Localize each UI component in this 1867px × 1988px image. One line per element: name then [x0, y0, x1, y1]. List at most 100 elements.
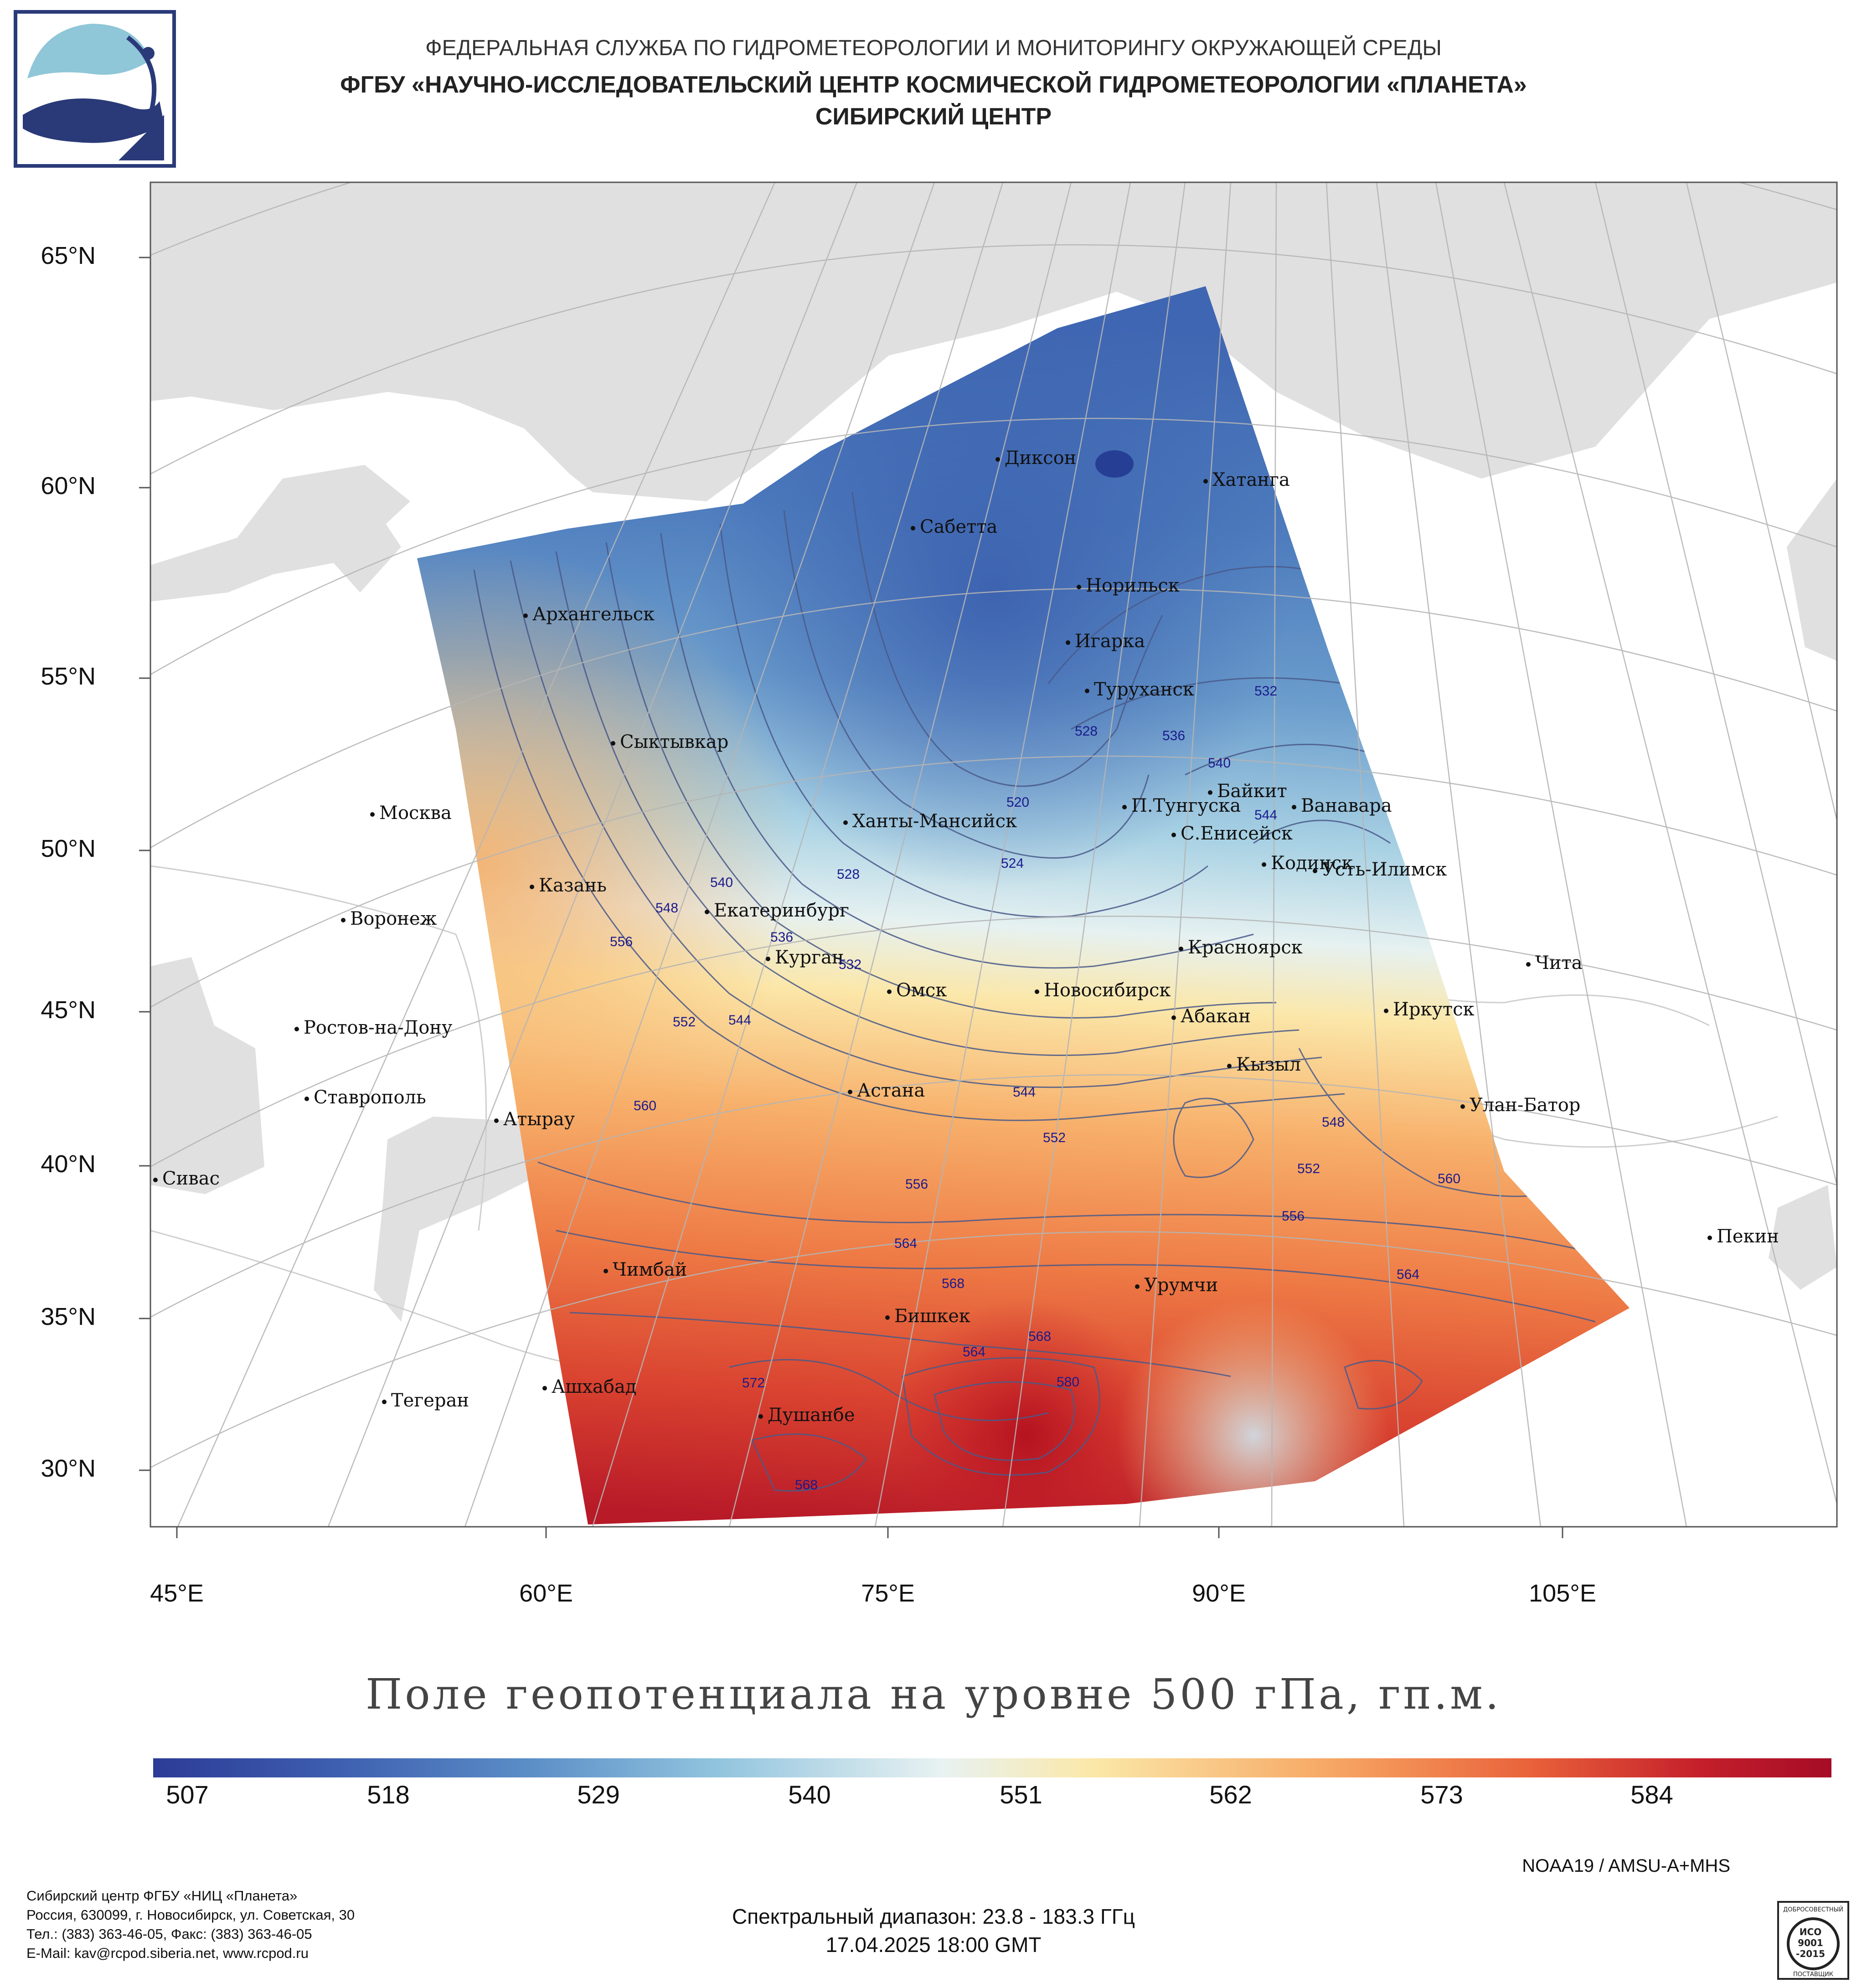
- lat-label: 65°N: [41, 242, 96, 269]
- lon-label: 105°E: [1529, 1580, 1596, 1607]
- contour-label: 524: [1001, 856, 1024, 871]
- contour-label: 556: [905, 1177, 928, 1192]
- lat-label: 40°N: [41, 1150, 96, 1178]
- city-label: Омск: [887, 980, 947, 1001]
- contour-label: 568: [1028, 1329, 1052, 1344]
- contour-label: 580: [1057, 1375, 1080, 1390]
- geopotential-map: [139, 181, 1838, 1538]
- city-label: Кызыл: [1227, 1054, 1301, 1075]
- iso-badge-line3: -2015: [1796, 1948, 1825, 1959]
- contour-label: 536: [770, 930, 794, 945]
- lat-label: 35°N: [41, 1303, 96, 1330]
- city-label: Тегеран: [382, 1390, 469, 1411]
- contour-label: 548: [1322, 1115, 1345, 1130]
- city-label: Диксон: [995, 448, 1076, 469]
- city-label: Иркутск: [1384, 999, 1475, 1020]
- contour-label: 552: [673, 1015, 696, 1030]
- colorbar-tick: 540: [788, 1780, 831, 1809]
- contour-label: 532: [1254, 684, 1278, 699]
- footer-address: Россия, 630099, г. Новосибирск, ул. Сове…: [26, 1907, 355, 1923]
- city-label: Сабетта: [911, 516, 997, 537]
- city-label: Туруханск: [1085, 679, 1194, 700]
- city-label: Ставрополь: [304, 1087, 426, 1108]
- contour-label: 564: [894, 1236, 918, 1251]
- lon-label: 60°E: [519, 1580, 573, 1607]
- map-title: Поле геопотенциала на уровне 500 гПа, гп…: [366, 1670, 1501, 1719]
- colorbar-tick: 507: [166, 1780, 209, 1809]
- footer-email: E-Mail: kav@rcpod.siberia.net, www.rcpod…: [26, 1945, 309, 1961]
- colorbar-tick: 573: [1420, 1780, 1463, 1809]
- lon-label: 75°E: [861, 1580, 915, 1607]
- city-label: Урумчи: [1135, 1275, 1218, 1296]
- city-label: Воронеж: [341, 908, 437, 929]
- city-label: Москва: [370, 803, 452, 824]
- city-label: Абакан: [1171, 1006, 1251, 1027]
- city-label: Игарка: [1066, 631, 1145, 652]
- colorbar-tick: 562: [1209, 1780, 1252, 1809]
- city-label: Кодинск: [1262, 853, 1353, 874]
- contour-label: 528: [837, 867, 860, 882]
- contour-label: 564: [1397, 1267, 1420, 1282]
- city-label: Архангельск: [523, 604, 655, 625]
- city-label: Сыктывкар: [611, 731, 728, 752]
- city-label: Сивас: [153, 1168, 220, 1189]
- city-label: Бишкек: [885, 1306, 970, 1327]
- contour-label: 556: [610, 934, 633, 949]
- city-label: Усть-Илимск: [1313, 859, 1447, 880]
- contour-label: 544: [1254, 808, 1278, 823]
- city-label: Ростов-на-Дону: [294, 1017, 452, 1038]
- footer-phone: Тел.: (383) 363-46-05, Факс: (383) 363-4…: [26, 1926, 312, 1942]
- city-label: Ванавара: [1292, 795, 1392, 816]
- city-label: Пекин: [1707, 1226, 1779, 1247]
- iso-badge-line2: 9001: [1798, 1937, 1823, 1948]
- iso-badge-bottom: ПОСТАВЩИК: [1793, 1971, 1833, 1978]
- lat-label: 45°N: [41, 996, 96, 1024]
- contour-label: 540: [1208, 756, 1231, 771]
- planeta-logo: [14, 10, 176, 168]
- lat-label: 55°N: [41, 663, 96, 690]
- colorbar: [153, 1758, 1831, 1777]
- colorbar-tick: 518: [367, 1780, 410, 1809]
- contour-label: 560: [634, 1098, 657, 1113]
- city-label: Астана: [848, 1080, 925, 1101]
- contour-label: 552: [1297, 1161, 1320, 1176]
- city-label: Екатеринбург: [705, 900, 849, 921]
- iso-certification-badge: ДОБРОСОВЕСТНЫЙ ИСО 9001 -2015 ПОСТАВЩИК: [1777, 1901, 1849, 1980]
- city-label: Чита: [1526, 953, 1583, 973]
- iso-badge-line1: ИСО: [1800, 1926, 1821, 1937]
- city-label: Атырау: [494, 1109, 575, 1130]
- city-label: Казань: [530, 875, 607, 896]
- contour-label: 520: [1006, 795, 1030, 810]
- city-label: П.Тунгуска: [1122, 795, 1241, 816]
- contour-label: 568: [942, 1276, 965, 1291]
- lon-label: 90°E: [1192, 1580, 1246, 1607]
- city-label: Ханты-Мансийск: [843, 811, 1017, 832]
- contour-label: 552: [1043, 1130, 1066, 1145]
- contour-label: 560: [1438, 1171, 1461, 1186]
- contour-label: 572: [742, 1375, 765, 1391]
- city-label: Ашхабад: [542, 1376, 636, 1397]
- city-label: Норильск: [1077, 575, 1180, 596]
- lat-label: 50°N: [41, 835, 96, 862]
- city-label: С.Енисейск: [1171, 823, 1293, 844]
- lat-label: 30°N: [41, 1455, 96, 1482]
- satellite-info: NOAA19 / AMSU-A+MHS: [1522, 1856, 1730, 1876]
- city-label: Душанбе: [758, 1405, 855, 1426]
- contour-label: 536: [1162, 728, 1186, 743]
- city-label: Байкит: [1208, 781, 1287, 802]
- header-branch: СИБИРСКИЙ ЦЕНТР: [815, 103, 1052, 130]
- contour-label: 568: [795, 1478, 818, 1493]
- city-label: Красноярск: [1179, 937, 1303, 958]
- header-center: ФГБУ «НАУЧНО-ИССЛЕДОВАТЕЛЬСКИЙ ЦЕНТР КОС…: [340, 72, 1527, 98]
- observation-datetime: 17.04.2025 18:00 GMT: [825, 1933, 1042, 1957]
- contour-label: 528: [1075, 724, 1098, 739]
- colorbar-tick: 584: [1630, 1780, 1673, 1809]
- city-label: Чимбай: [603, 1259, 687, 1280]
- contour-label: 544: [1013, 1085, 1036, 1100]
- city-label: Новосибирск: [1035, 980, 1171, 1001]
- contour-label: 532: [839, 957, 862, 972]
- spectral-range: Спектральный диапазон: 23.8 - 183.3 ГГц: [732, 1905, 1135, 1928]
- lat-label: 60°N: [41, 472, 96, 500]
- iso-badge-top: ДОБРОСОВЕСТНЫЙ: [1783, 1906, 1843, 1913]
- header-agency: ФЕДЕРАЛЬНАЯ СЛУЖБА ПО ГИДРОМЕТЕОРОЛОГИИ …: [425, 36, 1442, 60]
